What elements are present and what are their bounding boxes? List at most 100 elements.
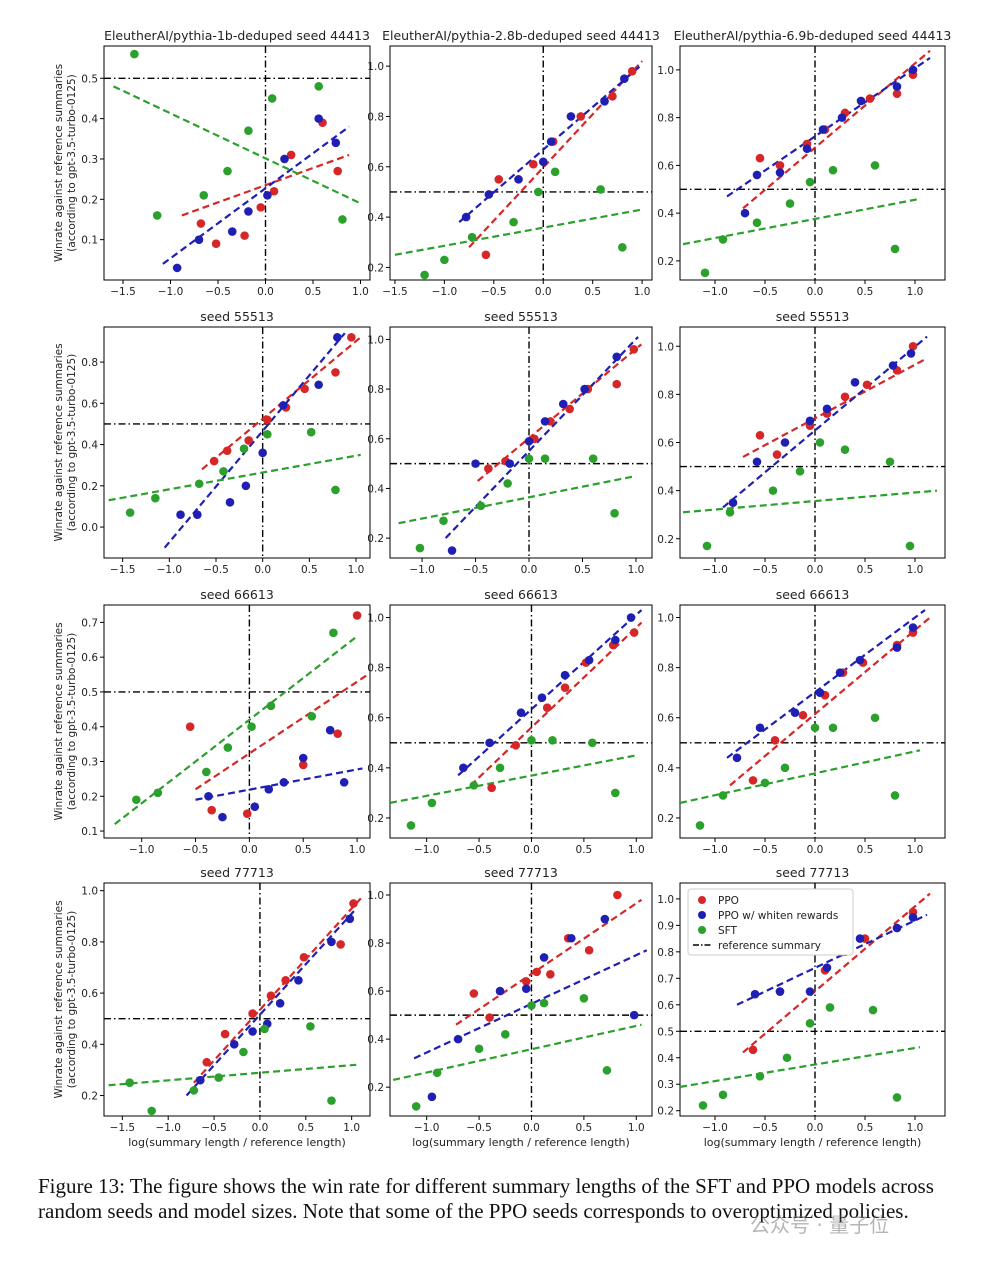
y-tick-label: 0.3 (657, 1079, 674, 1091)
sft-point (125, 1078, 134, 1088)
sft-point (725, 507, 735, 517)
ppo-whiten-point (566, 112, 576, 121)
ppo-whiten-point (888, 361, 898, 370)
y-tick-label: 0.2 (657, 534, 674, 546)
x-tick-label: 0.0 (254, 564, 271, 576)
panel-title: seed 66613 (484, 587, 558, 602)
sft-point (406, 821, 416, 830)
sft-point (810, 723, 820, 733)
axes-frame (679, 882, 946, 1117)
sft-point (870, 713, 880, 723)
ppo-whiten-point (740, 208, 750, 218)
ppo-point (584, 945, 594, 955)
y-axis-label: Winrate against reference summaries (53, 64, 65, 262)
ppo-point (627, 66, 637, 76)
x-tick-label: 0.0 (535, 286, 552, 298)
x-tick-label: 0.0 (241, 844, 258, 856)
y-tick-label: 0.6 (367, 713, 384, 725)
sft-point (611, 788, 620, 798)
sft-fit-line (108, 453, 361, 502)
ppo-point (299, 952, 309, 962)
ppo-whiten-fit-line (195, 767, 363, 801)
sft-point (539, 998, 549, 1008)
x-tick-label: 0.5 (295, 844, 312, 856)
sft-point (263, 429, 272, 439)
ppo-fit-line (742, 49, 931, 210)
ppo-whiten-point (218, 812, 227, 822)
plot-area (390, 883, 652, 1116)
ppo-whiten-point (248, 1027, 257, 1036)
ppo-whiten-point (538, 157, 548, 167)
sft-point (718, 235, 728, 244)
ppo-whiten-point (752, 170, 762, 180)
ppo-point (333, 166, 343, 176)
y-tick-label: 0.3 (81, 154, 98, 166)
y-tick-label: 0.5 (81, 687, 98, 699)
ppo-whiten-point (331, 138, 341, 148)
legend-label: PPO (718, 895, 739, 907)
legend-box (687, 888, 854, 956)
figure-grid: EleutherAI/pythia-1b-deduped seed 44413 −… (53, 28, 951, 1149)
sft-point (534, 187, 543, 197)
ppo-whiten-point (560, 670, 570, 680)
sft-fit-line (680, 749, 921, 804)
y-tick-label: 0.2 (367, 533, 384, 545)
y-tick-label: 1.0 (81, 886, 98, 898)
sft-point (239, 1047, 248, 1057)
ppo-whiten-point (728, 498, 738, 507)
panel-6: seed 55513 −1.0 −0.5 0.0 0.5 1.0 0.2 0.4 0.6 0.8 1… (657, 309, 946, 576)
ppo-whiten-fit-line (726, 609, 926, 759)
ppo-point (560, 683, 570, 692)
sft-point (244, 126, 253, 136)
x-tick-label: −1.0 (157, 564, 183, 576)
ppo-point (511, 741, 521, 750)
panel-title: EleutherAI/pythia-1b-deduped seed 44413 (104, 28, 370, 43)
panel-5: seed 55513 −1.0 −0.5 0.0 0.5 1.0 0.2 0.4 0.6 0.8 1… (367, 309, 653, 576)
sft-fit-line (113, 85, 361, 205)
x-tick-label: −1.5 (110, 286, 136, 298)
sft-fit-line (392, 1023, 642, 1082)
sft-point (618, 242, 627, 252)
x-tick-label: −1.0 (702, 564, 728, 576)
panel-2: EleutherAI/pythia-2.8b-deduped seed 4441… (367, 28, 660, 298)
y-tick-label: 0.4 (81, 114, 98, 126)
y-tick-label: 0.4 (657, 208, 674, 220)
x-tick-label: 0.5 (576, 1122, 593, 1134)
ppo-point (331, 368, 340, 377)
ppo-point (244, 436, 253, 445)
legend-label: PPO w/ whiten rewards (718, 910, 838, 922)
y-tick-label: 0.5 (657, 1026, 674, 1038)
sft-point (500, 1030, 510, 1039)
x-tick-label: 0.5 (305, 286, 322, 298)
ppo-point (352, 611, 362, 620)
ppo-point (481, 250, 491, 260)
ppo-point (469, 989, 479, 998)
ppo-point (487, 783, 496, 793)
y-axis-label-sub: (according to gpt-3.5-turbo-0125) (66, 74, 78, 251)
y-tick-label: 0.6 (657, 438, 674, 450)
y-tick-label: 0.4 (367, 763, 384, 775)
plot-area (104, 605, 370, 838)
ppo-fit-line (742, 357, 928, 458)
ppo-whiten-point (822, 404, 832, 414)
ppo-point (755, 153, 765, 163)
y-tick-label: 0.2 (657, 813, 674, 825)
sft-point (825, 1003, 835, 1012)
panel-title: seed 55513 (200, 309, 274, 324)
ppo-point (484, 464, 493, 473)
ppo-point (565, 404, 574, 414)
sft-fit-line (390, 754, 637, 805)
legend: PPO PPO w/ whiten rewards SFT reference sum… (687, 888, 854, 956)
x-tick-label: 0.5 (584, 286, 601, 298)
sft-point (548, 735, 557, 745)
x-tick-label: 0.5 (857, 844, 874, 856)
ppo-whiten-point (514, 175, 523, 184)
ppo-whiten-point (453, 1034, 463, 1044)
x-tick-label: −1.0 (414, 1122, 440, 1134)
ppo-whiten-point (892, 923, 902, 933)
x-tick-label: 0.0 (807, 1122, 824, 1134)
sft-point (306, 427, 316, 437)
ppo-point (256, 203, 266, 212)
y-tick-label: 0.8 (81, 357, 98, 369)
x-tick-label: −1.0 (414, 844, 440, 856)
